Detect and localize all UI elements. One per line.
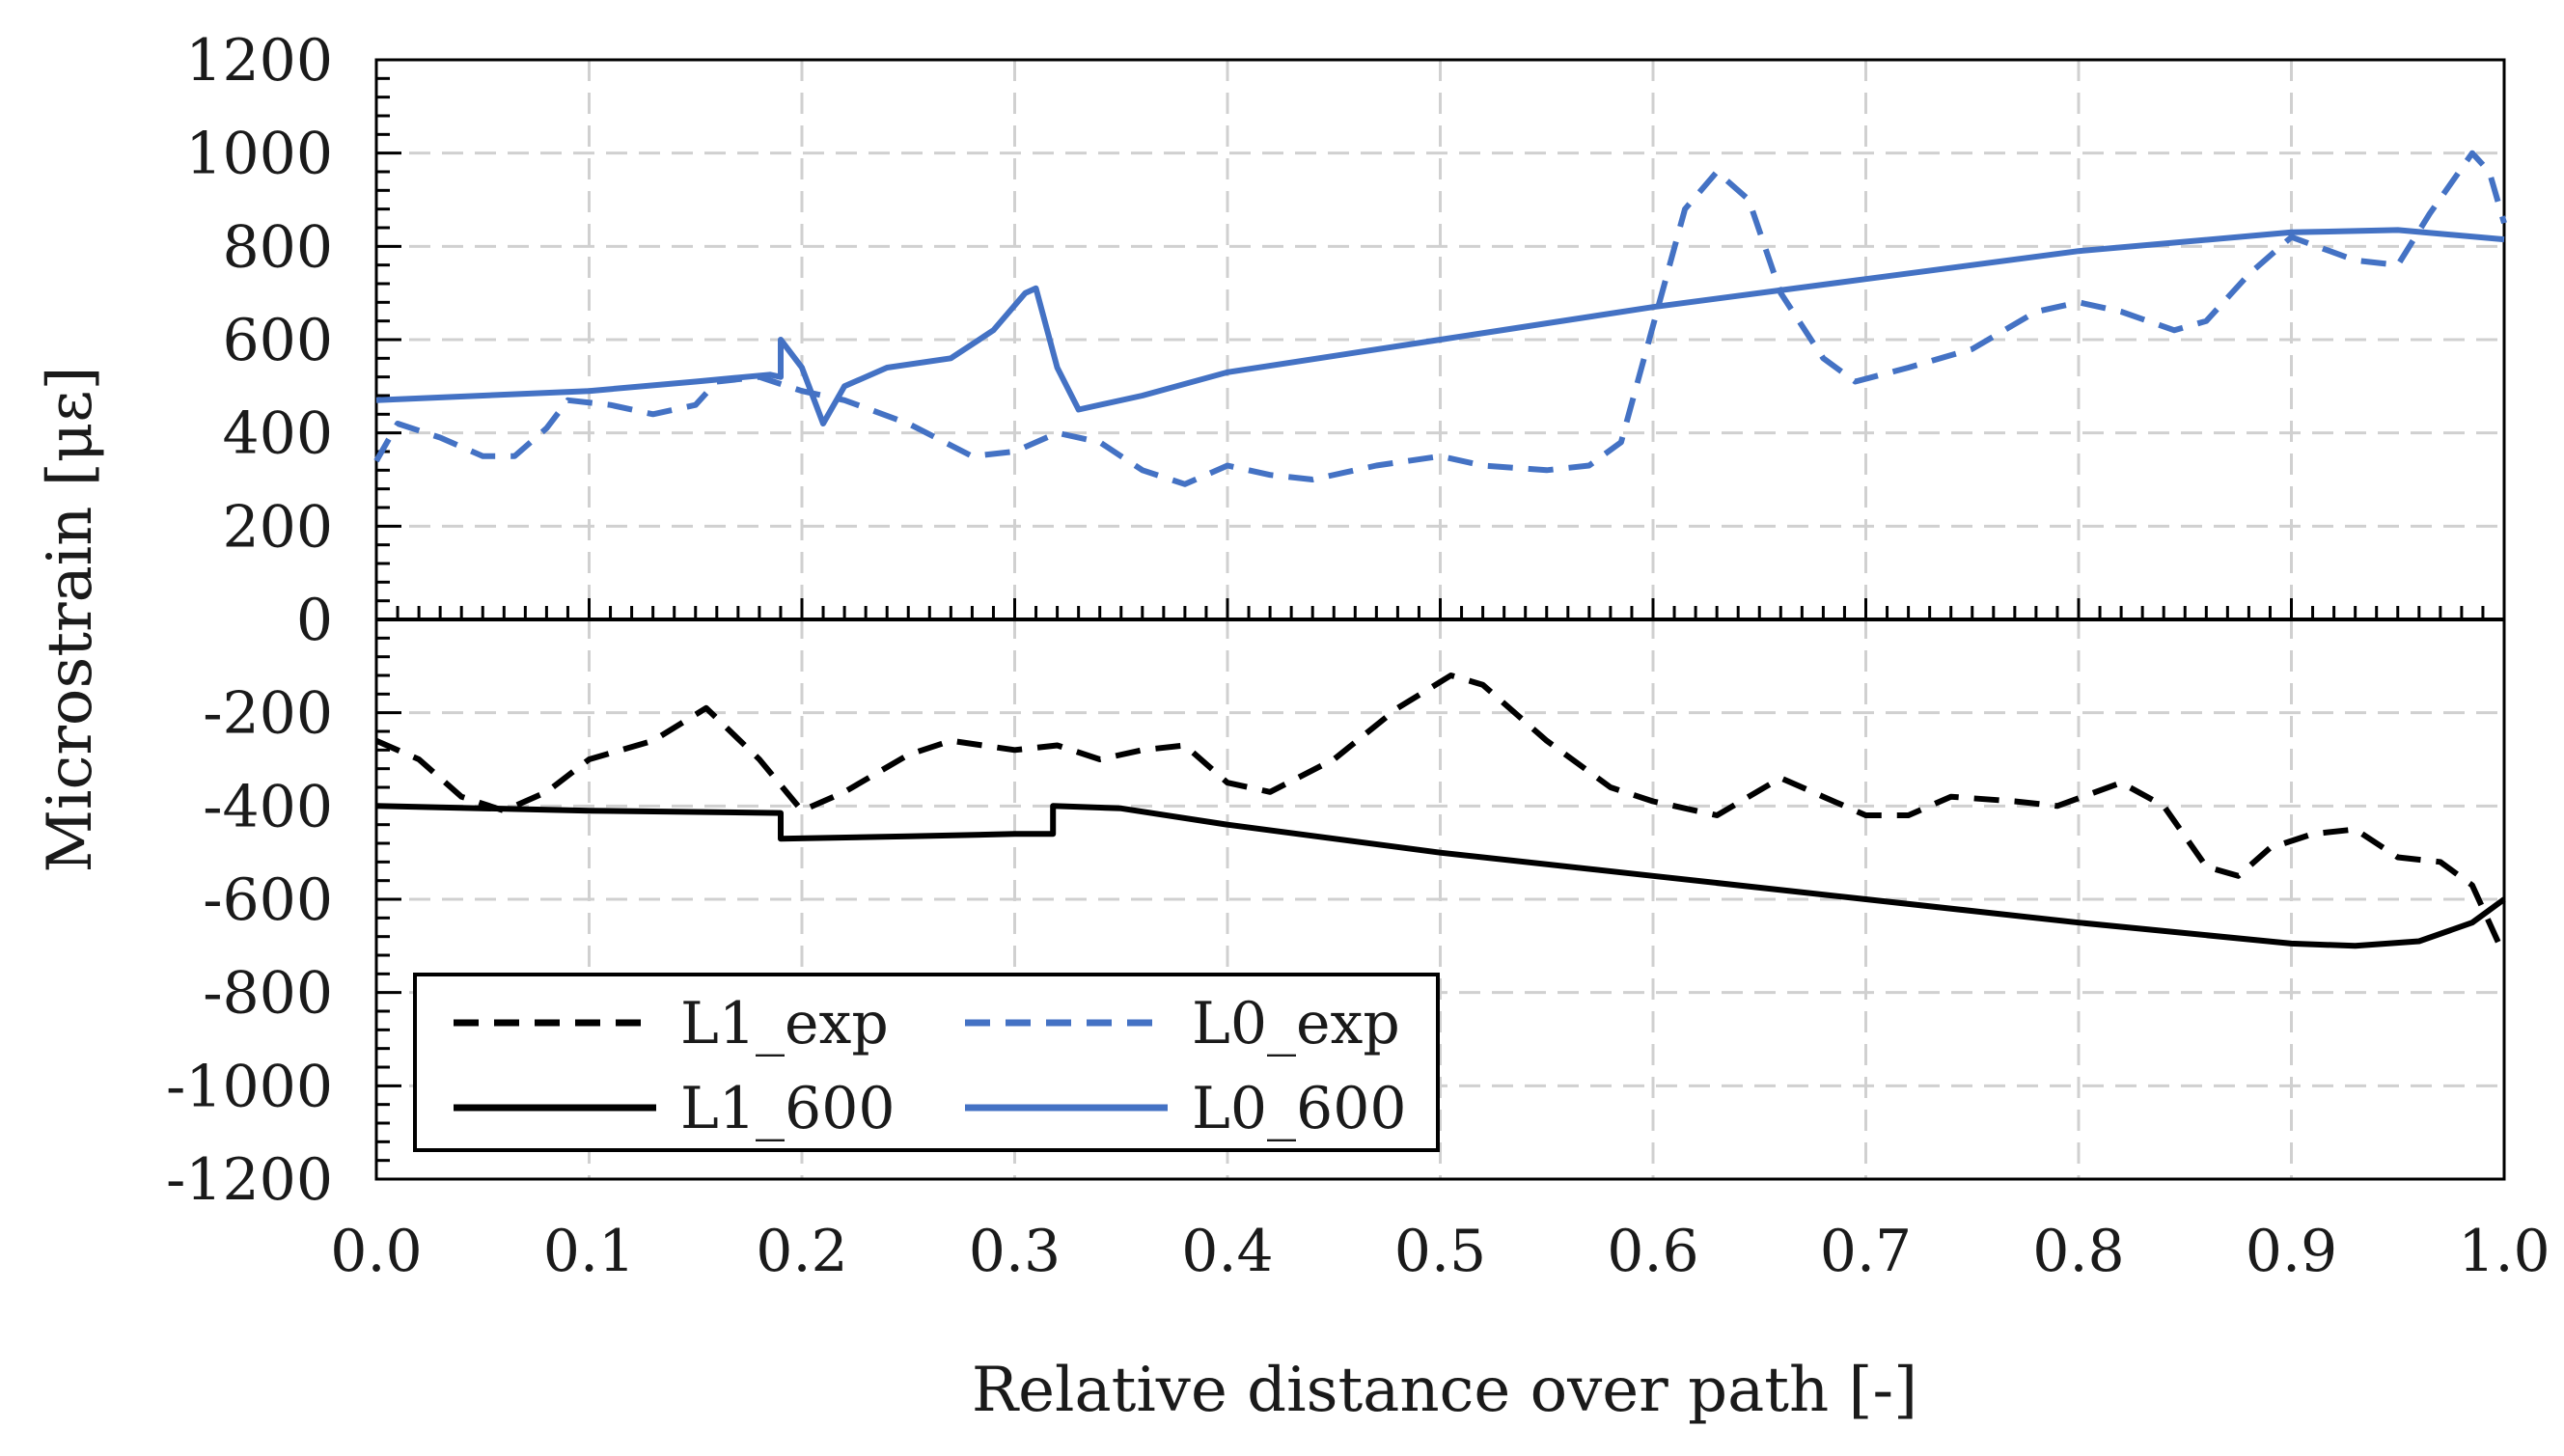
y-tick-label: -1000	[166, 1053, 333, 1120]
legend-label-l0-600: L0_600	[1192, 1075, 1407, 1142]
x-axis-title: Relative distance over path [-]	[972, 1355, 1917, 1426]
y-tick-label: -600	[203, 866, 333, 934]
y-tick-label: 0	[296, 587, 333, 654]
x-tick-label: 0.5	[1394, 1218, 1486, 1285]
y-tick-label: -200	[203, 680, 333, 748]
y-axis-title: Microstrain [με]	[35, 367, 106, 873]
x-tick-label: 1.0	[2458, 1218, 2550, 1285]
series-line-l1-600	[375, 803, 2506, 949]
legend: L1_exp L0_exp L1_600 L0_600	[413, 973, 1440, 1152]
y-tick-label: -800	[203, 960, 333, 1028]
series-line-l0-exp	[373, 150, 2507, 487]
y-tick-label: -400	[203, 773, 333, 840]
legend-box	[413, 973, 1440, 1152]
y-tick-label: 1000	[185, 121, 333, 188]
x-tick-label: 0.4	[1181, 1218, 1273, 1285]
y-tick-label: -1200	[166, 1146, 333, 1214]
y-tick-label: 600	[222, 307, 333, 374]
data-series	[373, 150, 2507, 957]
y-tick-label: 800	[222, 213, 333, 281]
x-tick-label: 0.0	[330, 1218, 422, 1285]
y-tick-label: 400	[222, 400, 333, 468]
x-tick-label: 0.2	[756, 1218, 847, 1285]
x-tick-label: 0.8	[2032, 1218, 2124, 1285]
axes	[374, 58, 2506, 1181]
legend-label-l1-exp: L1_exp	[680, 990, 889, 1058]
legend-label-l1-600: L1_600	[680, 1075, 896, 1142]
tick-labels: 0.0 0.1 0.2 0.3 0.4 0.5 0.6 0.7 0.8 0.9 1.0 1200 100…	[166, 27, 2550, 1285]
series-line-l1-exp	[374, 673, 2507, 957]
series-line-l0-600	[375, 227, 2505, 426]
y-tick-label: 200	[222, 493, 333, 561]
x-tick-label: 0.3	[969, 1218, 1061, 1285]
x-tick-label: 0.1	[543, 1218, 635, 1285]
legend-label-l0-exp: L0_exp	[1192, 990, 1400, 1058]
y-tick-label: 1200	[185, 27, 333, 95]
x-tick-label: 0.9	[2246, 1218, 2337, 1285]
x-tick-label: 0.6	[1607, 1218, 1698, 1285]
x-tick-label: 0.7	[1820, 1218, 1912, 1285]
